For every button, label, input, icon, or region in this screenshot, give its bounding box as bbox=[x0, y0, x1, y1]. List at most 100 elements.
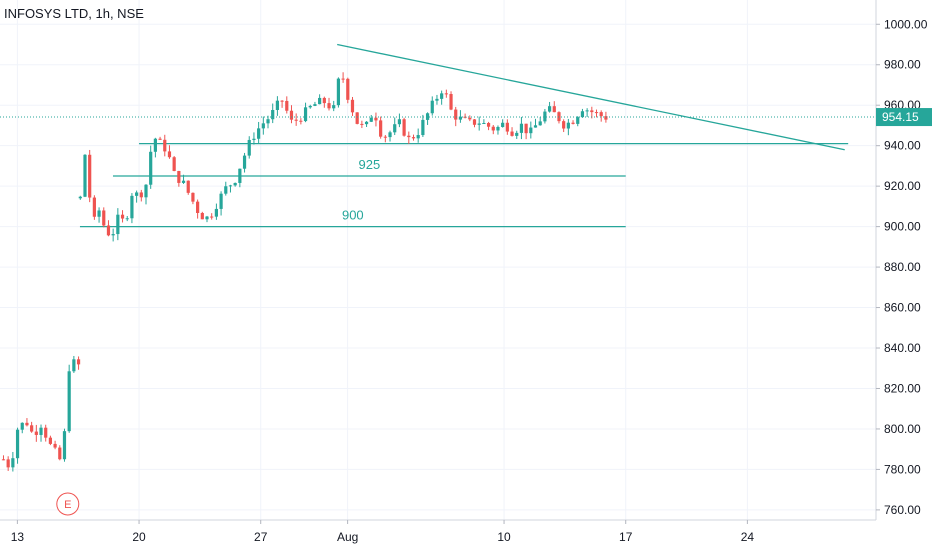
y-tick-label: 940.00 bbox=[884, 139, 921, 153]
candle-body bbox=[533, 125, 538, 128]
candle-body bbox=[266, 119, 270, 124]
candle-body bbox=[163, 139, 167, 152]
candle-body bbox=[58, 447, 62, 460]
candle-body bbox=[34, 431, 38, 435]
earnings-event-icon[interactable] bbox=[56, 492, 80, 516]
candle-body bbox=[116, 214, 120, 235]
candle-body bbox=[341, 78, 345, 80]
price-axis[interactable]: 1000.00980.00960.00940.00920.00900.00880… bbox=[876, 17, 932, 517]
candle-body bbox=[599, 112, 603, 117]
candle-body bbox=[15, 429, 20, 459]
candle-body bbox=[299, 120, 303, 122]
candle-body bbox=[139, 192, 143, 198]
candle-body bbox=[576, 117, 580, 124]
candle-body bbox=[515, 132, 519, 136]
candle-body bbox=[242, 155, 247, 169]
candle-body bbox=[125, 218, 129, 220]
y-tick-label: 900.00 bbox=[884, 220, 921, 234]
candle-body bbox=[562, 121, 566, 129]
candle-body bbox=[186, 180, 190, 193]
candle-body bbox=[571, 122, 575, 124]
candle-body bbox=[355, 112, 359, 124]
candle-body bbox=[191, 192, 195, 202]
candle-body bbox=[477, 123, 481, 125]
candle-body bbox=[303, 107, 308, 122]
candle-body bbox=[332, 105, 336, 109]
candle-body bbox=[454, 109, 458, 120]
candle-body bbox=[538, 121, 542, 126]
candle-body bbox=[416, 135, 420, 139]
y-tick-label: 840.00 bbox=[884, 341, 921, 355]
candle-body bbox=[289, 110, 294, 120]
candle-body bbox=[360, 123, 364, 125]
x-tick-label: 27 bbox=[254, 530, 268, 544]
candle-body bbox=[294, 119, 298, 121]
candle-body bbox=[144, 184, 148, 198]
candle-body bbox=[120, 214, 125, 219]
trendline[interactable] bbox=[337, 43, 845, 151]
x-tick-label: 13 bbox=[11, 530, 25, 544]
candle-body bbox=[158, 138, 162, 140]
candle-body bbox=[547, 106, 552, 112]
candle-body bbox=[435, 98, 439, 101]
candle-body bbox=[153, 138, 157, 152]
candle-body bbox=[106, 225, 111, 236]
y-tick-label: 800.00 bbox=[884, 422, 921, 436]
candle-body bbox=[149, 151, 153, 185]
x-tick-label: 10 bbox=[497, 530, 511, 544]
candle-body bbox=[261, 123, 265, 129]
candle-body bbox=[177, 170, 181, 183]
candle-body bbox=[228, 185, 233, 187]
candle-body bbox=[496, 126, 500, 131]
y-tick-label: 760.00 bbox=[884, 503, 921, 517]
candle-body bbox=[486, 122, 491, 127]
candle-body bbox=[411, 137, 416, 139]
x-tick-label: Aug bbox=[337, 530, 358, 544]
candle-body bbox=[327, 103, 331, 109]
candle-body bbox=[336, 78, 341, 106]
candle-body bbox=[78, 196, 82, 199]
time-axis[interactable]: 13 20 27 Aug 10 17 24 bbox=[11, 520, 755, 544]
candle-body bbox=[510, 131, 514, 136]
candle-body bbox=[53, 443, 57, 448]
candle-body bbox=[238, 168, 242, 183]
candle-body bbox=[501, 122, 505, 127]
candle-body bbox=[318, 97, 322, 105]
x-tick-label: 20 bbox=[132, 530, 146, 544]
candle-body bbox=[247, 139, 251, 156]
candle-body bbox=[482, 122, 486, 124]
candle-body bbox=[458, 116, 463, 120]
candle-body bbox=[308, 105, 312, 108]
candle-body bbox=[214, 208, 218, 217]
candle-body bbox=[219, 193, 223, 209]
level-label: 900 bbox=[342, 208, 364, 223]
candle-body bbox=[252, 138, 256, 140]
candle-body bbox=[275, 100, 279, 110]
candles bbox=[1, 72, 608, 472]
candle-body bbox=[407, 135, 411, 138]
candle-body bbox=[590, 110, 594, 113]
candle-body bbox=[83, 154, 87, 197]
candle-body bbox=[519, 123, 524, 133]
candle-body bbox=[167, 151, 172, 158]
y-tick-label: 1000.00 bbox=[884, 17, 928, 31]
last-price-badge bbox=[876, 108, 932, 127]
candle-body bbox=[67, 371, 71, 432]
candle-body bbox=[172, 157, 176, 171]
candle-body bbox=[88, 154, 92, 198]
level-lines[interactable]: 925 900 bbox=[79, 43, 849, 228]
candle-body bbox=[444, 93, 448, 95]
candle-body bbox=[11, 458, 15, 468]
candle-body bbox=[580, 111, 585, 118]
candle-body bbox=[585, 110, 589, 112]
candle-body bbox=[402, 119, 406, 136]
candle-body bbox=[224, 186, 228, 194]
candle-body bbox=[322, 97, 326, 104]
candle-body bbox=[30, 425, 34, 432]
candle-body bbox=[130, 195, 134, 219]
candle-body bbox=[76, 359, 81, 365]
candle-body bbox=[543, 111, 547, 122]
candle-body bbox=[393, 124, 397, 133]
candle-body bbox=[379, 120, 383, 137]
